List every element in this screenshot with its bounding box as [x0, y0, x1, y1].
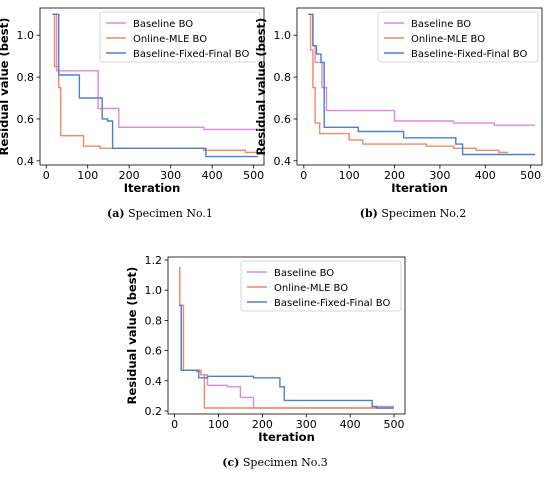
- series-line-online_mle: [308, 13, 508, 154]
- x-tick-label: 300: [296, 418, 317, 431]
- legend-label: Baseline-Fixed-Final BO: [411, 49, 527, 60]
- y-tick-label: 1.2: [145, 254, 163, 267]
- legend-box: [377, 11, 539, 63]
- x-tick-label: 100: [339, 169, 360, 182]
- y-tick-label: 0.6: [145, 345, 163, 358]
- y-axis-label: Residual value (best): [0, 18, 11, 156]
- x-tick-label: 200: [119, 169, 140, 182]
- legend-label: Baseline BO: [274, 268, 334, 279]
- series-line-fixed_final: [308, 13, 536, 156]
- x-tick-label: 300: [160, 169, 181, 182]
- series-line-online_mle: [52, 13, 258, 154]
- legend-label: Baseline BO: [133, 19, 193, 30]
- x-tick-label: 500: [243, 169, 264, 182]
- x-tick-label: 400: [475, 169, 496, 182]
- x-tick-label: 100: [208, 418, 229, 431]
- y-tick-label: 0.2: [145, 405, 163, 418]
- legend-label: Baseline-Fixed-Final BO: [133, 49, 249, 60]
- plot-frame: [167, 256, 406, 415]
- y-axis-label: Residual value (best): [125, 267, 139, 405]
- plot-frame: [296, 7, 543, 166]
- series-line-fixed_final: [52, 13, 258, 158]
- x-axis-label: Iteration: [124, 181, 181, 195]
- legend-label: Online-MLE BO: [411, 34, 485, 45]
- y-tick-label: 0.4: [17, 155, 35, 168]
- legend-box: [240, 260, 402, 312]
- x-tick-label: 0: [43, 169, 50, 182]
- x-tick-label: 200: [252, 418, 273, 431]
- y-tick-label: 0.4: [145, 375, 163, 388]
- x-tick-label: 400: [340, 418, 361, 431]
- y-tick-label: 0.4: [274, 155, 292, 168]
- x-tick-label: 500: [384, 418, 405, 431]
- y-tick-label: 1.0: [274, 29, 292, 42]
- y-tick-label: 0.8: [17, 71, 35, 84]
- subplot-b: 0 100 200 300 400 500 0.4 0.6 0.8 1.0 Iteration Res…: [254, 7, 543, 195]
- y-tick-label: 1.0: [17, 29, 35, 42]
- y-tick-label: 0.8: [274, 71, 292, 84]
- series-line-baseline: [52, 13, 258, 131]
- x-axis-label: Iteration: [391, 181, 448, 195]
- x-tick-label: 500: [520, 169, 541, 182]
- y-tick-label: 0.8: [145, 314, 163, 327]
- legend-label: Baseline-Fixed-Final BO: [274, 298, 390, 309]
- y-tick-label: 0.6: [274, 113, 292, 126]
- plot-frame: [39, 7, 265, 166]
- caption-a: (a) Specimen No.1: [107, 207, 213, 220]
- y-tick-label: 1.0: [145, 284, 163, 297]
- legend-label: Online-MLE BO: [274, 283, 348, 294]
- caption-b: (b) Specimen No.2: [360, 207, 466, 220]
- x-tick-label: 0: [171, 418, 178, 431]
- subplot-a: 0 100 200 300 400 500 0.4 0.6 0.8 1.0 Iteration Res…: [0, 7, 265, 195]
- x-tick-label: 100: [77, 169, 98, 182]
- x-tick-label: 300: [429, 169, 450, 182]
- y-tick-label: 0.6: [17, 113, 35, 126]
- subplot-c: 0 100 200 300 400 500 0.2 0.4 0.6 0.8 1.0 1.2 Iterat…: [125, 254, 406, 444]
- legend-label: Baseline BO: [411, 19, 471, 30]
- series-line-fixed_final: [179, 304, 394, 409]
- legend-box: [99, 11, 261, 63]
- y-axis-label: Residual value (best): [254, 18, 268, 156]
- x-tick-label: 0: [300, 169, 307, 182]
- legend-label: Online-MLE BO: [133, 34, 207, 45]
- x-tick-label: 200: [384, 169, 405, 182]
- caption-c: (c) Specimen No.3: [222, 456, 327, 469]
- x-axis-label: Iteration: [258, 430, 315, 444]
- x-tick-label: 400: [202, 169, 223, 182]
